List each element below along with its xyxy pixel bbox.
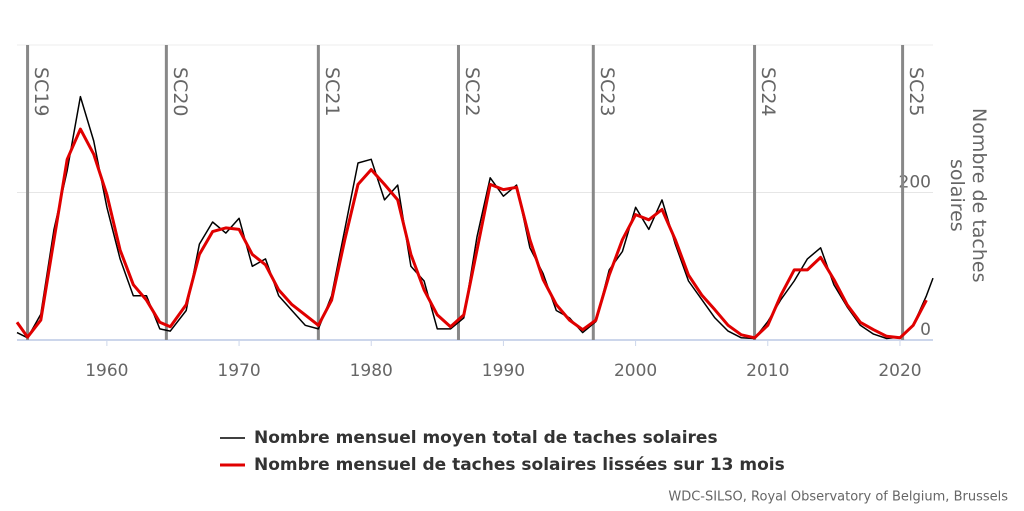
cycle-label: SC24 (757, 67, 779, 117)
series-line (15, 127, 928, 340)
y-tick-label: 0 (920, 320, 931, 340)
x-tick-label: 2020 (878, 361, 921, 381)
cycle-label: SC22 (461, 67, 483, 117)
y-axis-title: Nombre de taches solaires (946, 107, 990, 283)
x-tick-label: 1970 (217, 361, 260, 381)
legend-label: Nombre mensuel moyen total de taches sol… (254, 428, 718, 448)
cycle-label: SC21 (321, 67, 343, 117)
x-tick-label: 2000 (614, 361, 657, 381)
cycle-label: SC19 (30, 67, 52, 117)
x-tick-label: 1960 (85, 361, 128, 381)
legend-label: Nombre mensuel de taches solaires lissée… (254, 455, 785, 475)
source-credit: WDC-SILSO, Royal Observatory of Belgium,… (668, 490, 1008, 505)
x-tick-label: 1990 (482, 361, 525, 381)
x-tick-label: 2010 (746, 361, 789, 381)
y-tick-label: 200 (899, 173, 931, 193)
series-line (16, 95, 934, 340)
x-tick-label: 1980 (350, 361, 393, 381)
cycle-label: SC20 (169, 67, 191, 117)
cycle-label: SC23 (596, 67, 618, 117)
cycle-label: SC25 (905, 67, 927, 117)
